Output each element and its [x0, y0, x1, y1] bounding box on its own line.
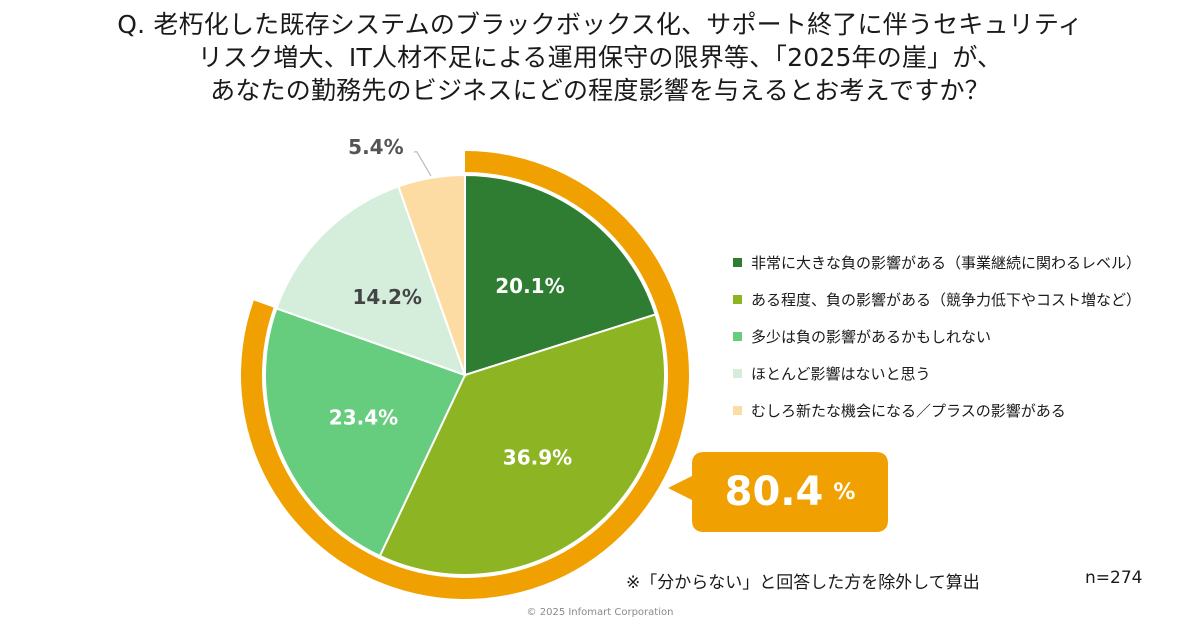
slice-value-label: 14.2%: [353, 285, 422, 309]
legend-swatch: [733, 369, 742, 378]
pie-slice: [378, 313, 666, 576]
legend-swatch: [733, 406, 742, 415]
legend-item: ある程度、負の影響がある（競争力低下やコスト増など）: [733, 281, 1193, 318]
slice-value-label: 5.4%: [348, 135, 403, 159]
pie-slice: [464, 173, 657, 377]
legend-label: 非常に大きな負の影響がある（事業継続に関わるレベル）: [751, 254, 1142, 272]
legend-swatch: [733, 258, 742, 267]
legend-item: 多少は負の影響があるかもしれない: [733, 318, 1193, 355]
label-leader-line: [413, 151, 432, 177]
pie-slice: [275, 185, 467, 377]
title-line-3: あなたの勤務先のビジネスにどの程度影響を与えるとお考えですか？: [210, 76, 990, 105]
highlight-value: 80.4: [724, 469, 824, 515]
highlight-unit: %: [833, 479, 856, 505]
legend-label: ほとんど影響はないと思う: [751, 365, 931, 383]
highlight-callout-label: 80.4 %: [692, 452, 888, 532]
legend-item: 非常に大きな負の影響がある（事業継続に関わるレベル）: [733, 244, 1193, 281]
legend-item: むしろ新たな機会になる／プラスの影響がある: [733, 392, 1193, 429]
pie-slice: [264, 307, 467, 558]
highlight-callout: [668, 452, 888, 532]
legend-swatch: [733, 332, 742, 341]
title-line-1: Q. 老朽化した既存システムのブラックボックス化、サポート終了に伴うセキュリティ: [117, 10, 1083, 39]
copyright: © 2025 Infomart Corporation: [526, 607, 674, 618]
footnote: ※「分からない」と回答した方を除外して算出: [626, 573, 980, 593]
chart-title: Q. 老朽化した既存システムのブラックボックス化、サポート終了に伴うセキュリティ…: [0, 8, 1200, 107]
sample-size: n=274: [1085, 568, 1143, 588]
slice-value-label: 20.1%: [495, 274, 564, 298]
legend-label: ある程度、負の影響がある（競争力低下やコスト増など）: [751, 291, 1142, 309]
legend-label: むしろ新たな機会になる／プラスの影響がある: [751, 402, 1066, 420]
legend-label: 多少は負の影響があるかもしれない: [751, 328, 992, 346]
legend-swatch: [733, 295, 742, 304]
slice-value-label: 36.9%: [503, 446, 572, 470]
legend: 非常に大きな負の影響がある（事業継続に関わるレベル） ある程度、負の影響がある（…: [733, 244, 1193, 429]
slice-value-label: 23.4%: [329, 405, 398, 429]
legend-item: ほとんど影響はないと思う: [733, 355, 1193, 392]
title-line-2: リスク増大、IT人材不足による運用保守の限界等、「2025年の崖」が、: [197, 43, 1003, 72]
pie-slice: [397, 173, 466, 376]
